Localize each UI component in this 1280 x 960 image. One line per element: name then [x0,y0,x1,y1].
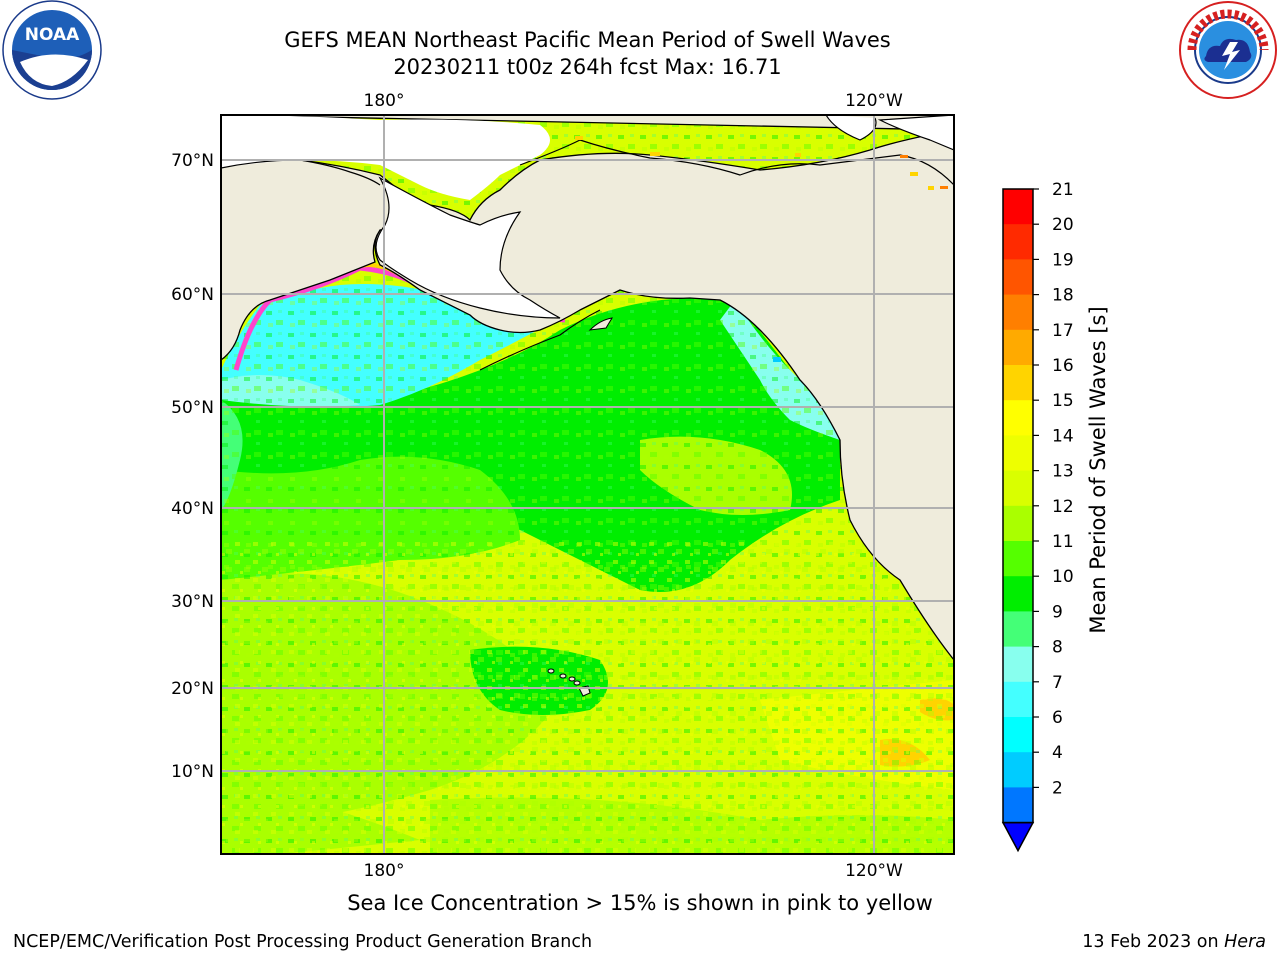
colorbar-segment [1003,505,1033,542]
colorbar-segment [1003,752,1033,788]
colorbar-segment [1003,259,1033,296]
colorbar-segment [1003,646,1033,683]
colorbar-segment [1003,541,1033,577]
colorbar-under-extension [1001,821,1035,853]
sea-ice-note: Sea Ice Concentration > 15% is shown in … [347,891,933,915]
colorbar-tick-label: 17 [1052,321,1074,341]
colorbar-tick-label: 6 [1052,708,1063,728]
lat-label-70n: 70°N [171,151,214,171]
colorbar-tick-label: 11 [1052,532,1074,552]
credit-branch: NCEP/EMC/Verification Post Processing Pr… [13,932,593,952]
noaa-logo: NOAA [2,0,102,100]
map-data-layer [221,115,954,854]
nws-logo [1179,1,1277,99]
lat-label-30n: 30°N [171,592,214,612]
colorbar-tick-label: 12 [1052,497,1074,517]
colorbar-segment [1003,400,1033,436]
bottom-lon-label-180: 180° [364,861,405,881]
colorbar-tick-label: 9 [1052,602,1063,622]
colorbar-segment [1003,189,1033,225]
colorbar-tick-label: 7 [1052,673,1063,693]
lat-label-20n: 20°N [171,679,214,699]
colorbar-tick-label: 19 [1052,250,1074,270]
colorbar-tick-label: 13 [1052,462,1074,482]
colorbar-tick-label: 16 [1052,356,1074,376]
svg-text:NOAA: NOAA [25,25,80,45]
colorbar-tick-label: 20 [1052,215,1074,235]
credit-date: 13 Feb 2023 on Hera [1082,932,1266,952]
lat-label-60n: 60°N [171,285,214,305]
colorbar-segment [1003,717,1033,753]
colorbar-tick-label: 8 [1052,638,1063,658]
colorbar-tick-label: 4 [1052,743,1063,763]
lat-label-10n: 10°N [171,762,214,782]
colorbar-tick-label: 18 [1052,286,1074,306]
colorbar-segment [1003,365,1033,401]
colorbar-segment [1003,294,1033,331]
colorbar-tick-label: 15 [1052,391,1074,411]
map-subtitle: 20230211 t00z 264h fcst Max: 16.71 [393,55,782,79]
colorbar-segment [1003,787,1033,824]
colorbar-segment [1003,470,1033,507]
lat-label-50n: 50°N [171,398,214,418]
bottom-lon-label-120w: 120°W [845,861,903,881]
credit-date-text: 13 Feb 2023 on [1082,932,1225,952]
colorbar-title: Mean Period of Swell Waves [s] [1086,306,1110,633]
colorbar-segment [1003,435,1033,472]
top-lon-label-180: 180° [364,91,405,111]
colorbar-segment [1003,576,1033,612]
plot-frame [220,114,955,855]
map-title: GEFS MEAN Northeast Pacific Mean Period … [284,28,891,52]
colorbar-tick-label: 2 [1052,778,1063,798]
colorbar-segment [1003,681,1033,718]
graticule [221,115,954,854]
lat-label-40n: 40°N [171,499,214,519]
colorbar-tick-label: 21 [1052,180,1074,200]
colorbar-segment [1003,224,1033,260]
credit-machine: Hera [1224,932,1266,952]
colorbar-tick-label: 14 [1052,426,1074,446]
colorbar-segment [1003,329,1033,366]
top-lon-label-120w: 120°W [845,91,903,111]
colorbar-segment [1003,611,1033,648]
colorbar-tick-label: 10 [1052,567,1074,587]
colorbar: 21 20 19 18 17 16 15 14 13 12 11 10 9 8 7 6 4 2 [1001,180,1074,853]
